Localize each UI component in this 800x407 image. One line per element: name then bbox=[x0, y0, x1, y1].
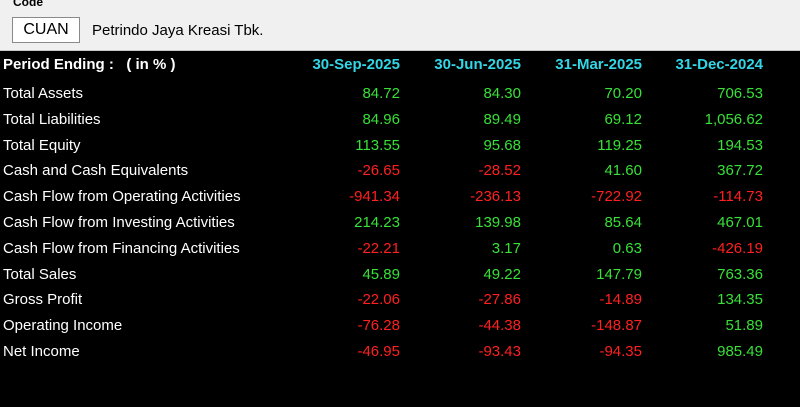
value-cell: 194.53 bbox=[717, 136, 763, 154]
column-header: 31-Dec-2024 bbox=[675, 56, 763, 73]
header-bar: Code Petrindo Jaya Kreasi Tbk. bbox=[0, 0, 800, 51]
value-cell: -26.65 bbox=[357, 162, 400, 180]
row-label: Cash Flow from Investing Activities bbox=[3, 214, 235, 231]
value-cell: -93.43 bbox=[478, 343, 521, 360]
value-cell: 147.79 bbox=[596, 265, 642, 283]
period-ending-label: Period Ending : ( in % ) bbox=[3, 56, 176, 73]
value-cell: 985.49 bbox=[717, 343, 763, 360]
value-cell: 84.30 bbox=[483, 85, 521, 102]
column-header: 30-Sep-2025 bbox=[312, 56, 400, 73]
table-row: Operating Income -76.28 -44.38 -148.87 51.89 bbox=[0, 314, 800, 338]
row-label: Cash Flow from Financing Activities bbox=[3, 239, 240, 257]
column-header: 31-Mar-2025 bbox=[555, 56, 642, 73]
value-cell: 113.55 bbox=[355, 136, 400, 154]
value-cell: -46.95 bbox=[357, 343, 400, 360]
value-cell: 706.53 bbox=[717, 85, 763, 102]
value-cell: -94.35 bbox=[599, 343, 642, 360]
value-cell: -22.21 bbox=[357, 239, 400, 257]
value-cell: 95.68 bbox=[483, 136, 521, 154]
row-label: Total Assets bbox=[3, 85, 84, 102]
value-cell: -148.87 bbox=[591, 317, 642, 335]
value-cell: 70.20 bbox=[604, 85, 642, 102]
table-row: Net Income -46.95 -93.43 -94.35 985.49 bbox=[0, 340, 800, 364]
column-header: 30-Jun-2025 bbox=[434, 56, 521, 73]
code-label: Code bbox=[13, 0, 43, 9]
code-input[interactable] bbox=[12, 17, 80, 43]
value-cell: -44.38 bbox=[478, 317, 521, 335]
value-cell: 84.96 bbox=[362, 110, 400, 128]
row-label: Gross Profit bbox=[3, 291, 83, 309]
table-row: Cash Flow from Operating Activities -941.… bbox=[0, 185, 800, 209]
value-cell: 0.63 bbox=[612, 239, 642, 257]
row-label: Net Income bbox=[3, 343, 80, 360]
row-label: Cash Flow from Operating Activities bbox=[3, 188, 241, 206]
financial-table: Period Ending : ( in % ) 30-Sep-2025 30-… bbox=[0, 51, 800, 407]
value-cell: 85.64 bbox=[604, 214, 642, 231]
value-cell: -14.89 bbox=[599, 291, 642, 309]
value-cell: 119.25 bbox=[597, 136, 642, 154]
row-label: Total Equity bbox=[3, 136, 81, 154]
value-cell: 49.22 bbox=[483, 265, 521, 283]
value-cell: 214.23 bbox=[354, 214, 400, 231]
table-row: Total Assets 84.72 84.30 70.20 706.53 bbox=[0, 82, 800, 106]
value-cell: -722.92 bbox=[591, 188, 642, 206]
row-label: Cash and Cash Equivalents bbox=[3, 162, 189, 180]
company-name: Petrindo Jaya Kreasi Tbk. bbox=[92, 22, 264, 39]
table-row: Cash Flow from Financing Activities -22.2… bbox=[0, 237, 800, 261]
row-label: Total Sales bbox=[3, 265, 77, 283]
value-cell: -236.13 bbox=[470, 188, 521, 206]
value-cell: 45.89 bbox=[362, 265, 400, 283]
value-cell: 467.01 bbox=[717, 214, 763, 231]
value-cell: -22.06 bbox=[357, 291, 400, 309]
value-cell: 84.72 bbox=[362, 85, 400, 102]
value-cell: 1,056.62 bbox=[704, 110, 763, 128]
value-cell: -76.28 bbox=[357, 317, 400, 335]
value-cell: 139.98 bbox=[475, 214, 521, 231]
value-cell: -941.34 bbox=[349, 188, 400, 206]
table-row: Total Liabilities 84.96 89.49 69.12 1,056.62 bbox=[0, 108, 800, 132]
table-header-row: Period Ending : ( in % ) 30-Sep-2025 30-… bbox=[0, 53, 800, 77]
value-cell: -426.19 bbox=[712, 239, 763, 257]
value-cell: 89.49 bbox=[483, 110, 521, 128]
value-cell: 41.60 bbox=[604, 162, 642, 180]
table-row: Cash Flow from Investing Activities 214.2… bbox=[0, 211, 800, 235]
value-cell: -27.86 bbox=[478, 291, 521, 309]
row-label: Total Liabilities bbox=[3, 110, 101, 128]
value-cell: 763.36 bbox=[717, 265, 763, 283]
value-cell: 51.89 bbox=[725, 317, 763, 335]
value-cell: 69.12 bbox=[604, 110, 642, 128]
value-cell: 134.35 bbox=[717, 291, 763, 309]
table-row: Total Equity 113.55 95.68 119.25 194.53 bbox=[0, 134, 800, 158]
table-row: Gross Profit -22.06 -27.86 -14.89 134.35 bbox=[0, 288, 800, 312]
value-cell: -114.73 bbox=[713, 188, 763, 206]
value-cell: 367.72 bbox=[717, 162, 763, 180]
table-row: Cash and Cash Equivalents -26.65 -28.52 41.… bbox=[0, 159, 800, 183]
value-cell: -28.52 bbox=[478, 162, 521, 180]
value-cell: 3.17 bbox=[491, 239, 521, 257]
table-row: Total Sales 45.89 49.22 147.79 763.36 bbox=[0, 263, 800, 287]
row-label: Operating Income bbox=[3, 317, 123, 335]
